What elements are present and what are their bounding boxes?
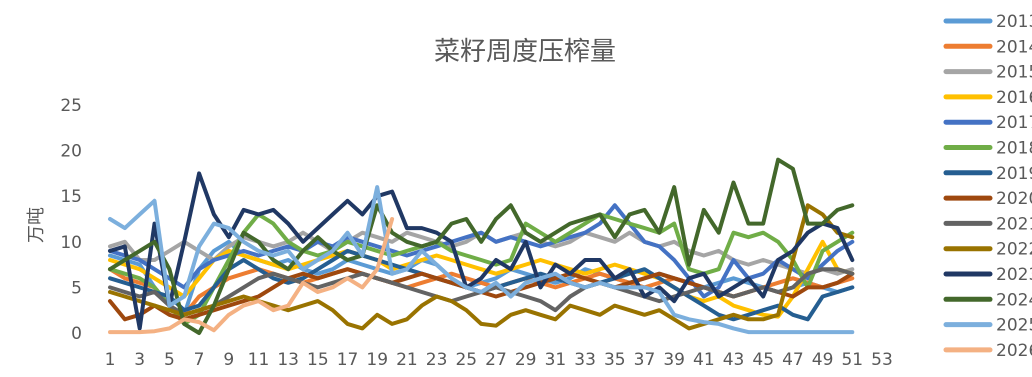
x-tick-label: 39 <box>663 350 685 370</box>
y-axis-ticks: 0 5 10 15 20 25 <box>60 96 82 344</box>
legend-item-2023: 2023 <box>943 265 1032 285</box>
x-tick-label: 27 <box>485 350 507 370</box>
x-tick-label: 7 <box>194 350 205 370</box>
series-line-2025 <box>108 185 855 335</box>
legend-label: 2024 <box>996 290 1032 310</box>
legend-label: 2015 <box>996 63 1032 83</box>
y-tick-label: 0 <box>71 324 82 344</box>
legend-item-2019: 2019 <box>943 164 1032 184</box>
legend-label: 2021 <box>996 214 1032 234</box>
x-tick-label: 25 <box>455 350 477 370</box>
x-tick-label: 37 <box>634 350 656 370</box>
legend-item-2014: 2014 <box>943 37 1032 57</box>
legend-label: 2023 <box>996 265 1032 285</box>
x-tick-label: 17 <box>337 350 359 370</box>
y-tick-label: 25 <box>60 96 82 116</box>
plot-area <box>108 157 855 335</box>
legend-label: 2026 <box>996 341 1032 361</box>
legend: 2013 2014 2015 2016 2017 2018 2019 2020 2021 2022… <box>943 12 1032 361</box>
legend-label: 2020 <box>996 189 1032 209</box>
legend-label: 2014 <box>996 37 1032 57</box>
legend-label: 2016 <box>996 88 1032 108</box>
legend-label: 2018 <box>996 139 1032 159</box>
legend-label: 2017 <box>996 113 1032 133</box>
x-axis-ticks: 1 3 5 7 9 11 13 15 17 19 21 23 25 27 29 31 33 35 37 39 41 43 4… <box>105 350 893 370</box>
x-tick-label: 3 <box>134 350 145 370</box>
x-tick-label: 53 <box>871 350 893 370</box>
series-line-2018 <box>108 212 855 326</box>
x-tick-label: 11 <box>248 350 270 370</box>
x-tick-label: 9 <box>223 350 234 370</box>
x-tick-label: 35 <box>604 350 626 370</box>
y-tick-label: 5 <box>71 278 82 298</box>
x-tick-label: 41 <box>693 350 715 370</box>
x-tick-label: 33 <box>574 350 596 370</box>
series-line-2024 <box>108 157 855 335</box>
x-tick-label: 29 <box>515 350 537 370</box>
legend-item-2015: 2015 <box>943 63 1032 83</box>
x-tick-label: 19 <box>366 350 388 370</box>
x-tick-label: 13 <box>277 350 299 370</box>
legend-item-2026: 2026 <box>943 341 1032 361</box>
x-tick-label: 21 <box>396 350 418 370</box>
chart-title: 菜籽周度压榨量 <box>434 37 616 67</box>
x-tick-label: 5 <box>164 350 175 370</box>
y-axis-label: 万吨 <box>26 207 47 243</box>
legend-item-2013: 2013 <box>943 12 1032 32</box>
y-tick-label: 10 <box>60 233 82 253</box>
legend-label: 2019 <box>996 164 1032 184</box>
x-tick-label: 47 <box>782 350 804 370</box>
x-tick-label: 43 <box>723 350 745 370</box>
series-line-2023 <box>108 171 855 331</box>
legend-item-2018: 2018 <box>943 139 1032 159</box>
legend-label: 2013 <box>996 12 1032 32</box>
y-tick-label: 15 <box>60 187 82 207</box>
x-tick-label: 15 <box>307 350 329 370</box>
x-tick-label: 1 <box>105 350 116 370</box>
legend-item-2021: 2021 <box>943 214 1032 234</box>
legend-item-2020: 2020 <box>943 189 1032 209</box>
x-tick-label: 45 <box>752 350 774 370</box>
series-line-2026 <box>108 217 395 335</box>
x-tick-label: 49 <box>812 350 834 370</box>
legend-item-2024: 2024 <box>943 290 1032 310</box>
legend-item-2017: 2017 <box>943 113 1032 133</box>
series-line-2022 <box>108 203 855 331</box>
y-tick-label: 20 <box>60 142 82 162</box>
legend-item-2016: 2016 <box>943 88 1032 108</box>
x-tick-label: 51 <box>841 350 863 370</box>
x-tick-label: 23 <box>426 350 448 370</box>
x-tick-label: 31 <box>545 350 567 370</box>
